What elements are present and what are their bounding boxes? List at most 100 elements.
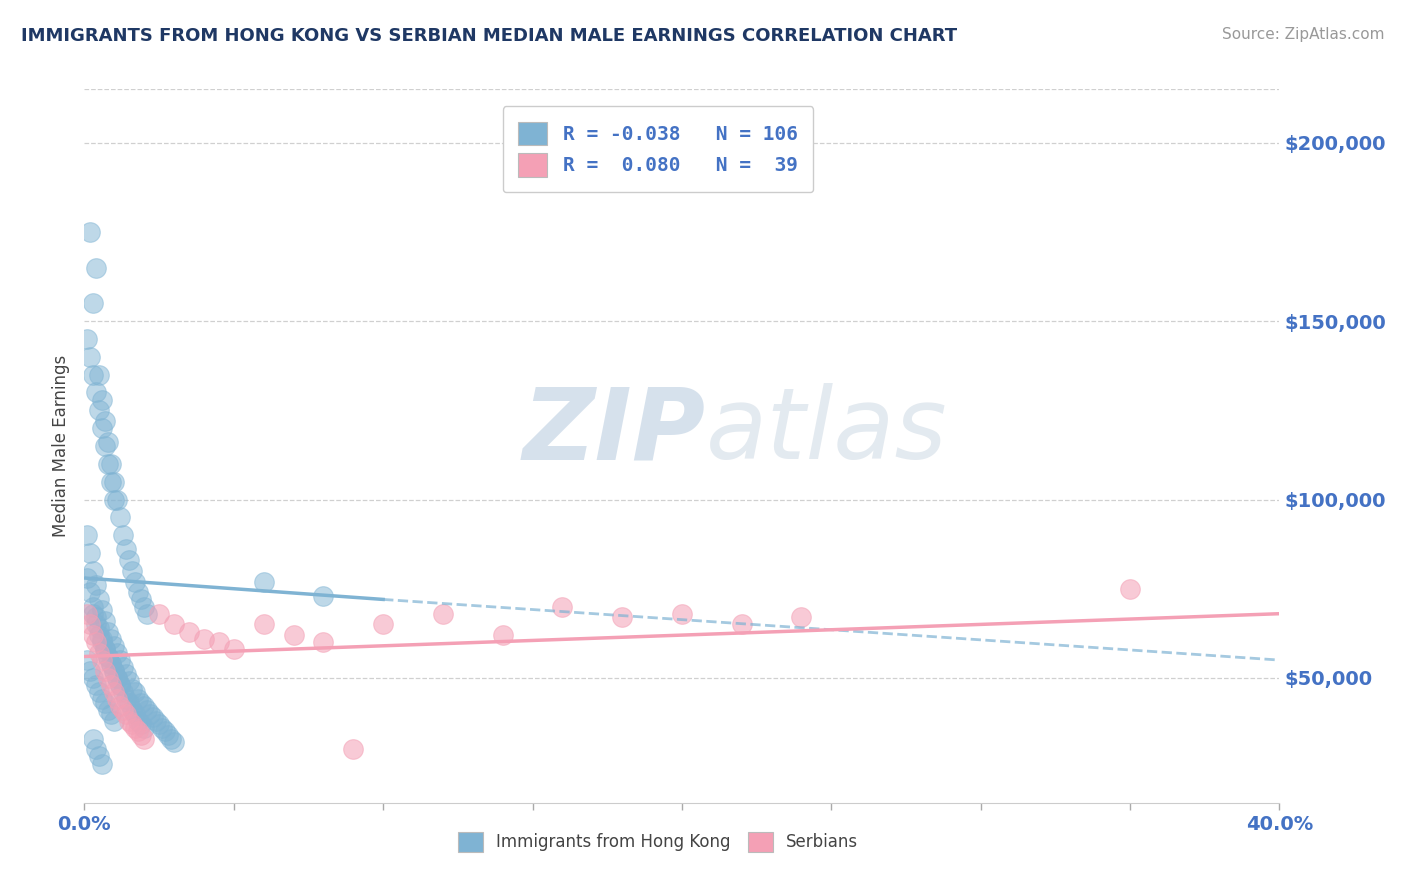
Point [76,571,98,585]
Point [112,685,135,699]
Point [129,728,152,742]
Point [94,614,117,628]
Point [100,657,122,671]
Point [100,457,122,471]
Point [127,692,149,706]
Point [671,607,693,621]
Point [97,649,120,664]
Point [91,632,114,646]
Point [112,703,135,717]
Point [312,635,335,649]
Point [124,706,146,721]
Point [82,671,104,685]
Legend: Immigrants from Hong Kong, Serbians: Immigrants from Hong Kong, Serbians [451,825,865,859]
Point [127,724,149,739]
Text: atlas: atlas [706,384,948,480]
Point [115,667,138,681]
Point [105,671,128,685]
Point [145,714,167,728]
Point [121,703,143,717]
Point [118,674,141,689]
Point [129,592,152,607]
Point [177,624,200,639]
Point [100,657,122,671]
Point [253,617,276,632]
Point [86,742,108,756]
Point [94,414,117,428]
Point [129,717,152,731]
Point [115,542,138,557]
Point [492,628,515,642]
Point [76,653,98,667]
Point [89,592,111,607]
Point [100,475,122,489]
Point [115,706,138,721]
Point [153,724,176,739]
Point [121,564,143,578]
Point [163,617,186,632]
Point [193,632,215,646]
Point [103,492,125,507]
Point [124,574,146,589]
Point [79,664,101,678]
Point [124,685,146,699]
Point [79,546,101,560]
Point [110,699,132,714]
Point [89,749,111,764]
Point [132,721,156,735]
Point [79,585,101,599]
Point [103,639,125,653]
Point [82,599,104,614]
Point [86,578,108,592]
Point [89,403,111,417]
Point [342,742,364,756]
Point [76,528,98,542]
Point [82,368,104,382]
Point [124,721,146,735]
Point [103,685,125,699]
Point [118,696,141,710]
Point [118,714,141,728]
Point [76,607,98,621]
Point [103,475,125,489]
Point [97,671,120,685]
Point [612,610,634,624]
Point [86,260,108,275]
Point [86,678,108,692]
Point [76,332,98,346]
Point [94,642,117,657]
Point [97,435,120,450]
Point [105,646,128,660]
Point [91,635,114,649]
Point [105,671,128,685]
Point [105,692,128,706]
Point [283,628,305,642]
Point [222,642,245,657]
Point [86,617,108,632]
Point [89,685,111,699]
Point [91,421,114,435]
Point [91,756,114,771]
Point [136,607,159,621]
Point [91,692,114,706]
Point [160,731,183,746]
Point [89,621,111,635]
Point [100,632,122,646]
Point [132,731,156,746]
Point [89,368,111,382]
Point [91,392,114,407]
Point [97,624,120,639]
Point [89,646,111,660]
Point [790,610,813,624]
Point [731,617,754,632]
Point [86,635,108,649]
Point [110,653,132,667]
Text: Source: ZipAtlas.com: Source: ZipAtlas.com [1222,27,1385,42]
Point [132,599,156,614]
Point [79,225,101,239]
Point [79,350,101,364]
Point [118,553,141,567]
Point [157,728,180,742]
Point [253,574,276,589]
Point [100,678,122,692]
